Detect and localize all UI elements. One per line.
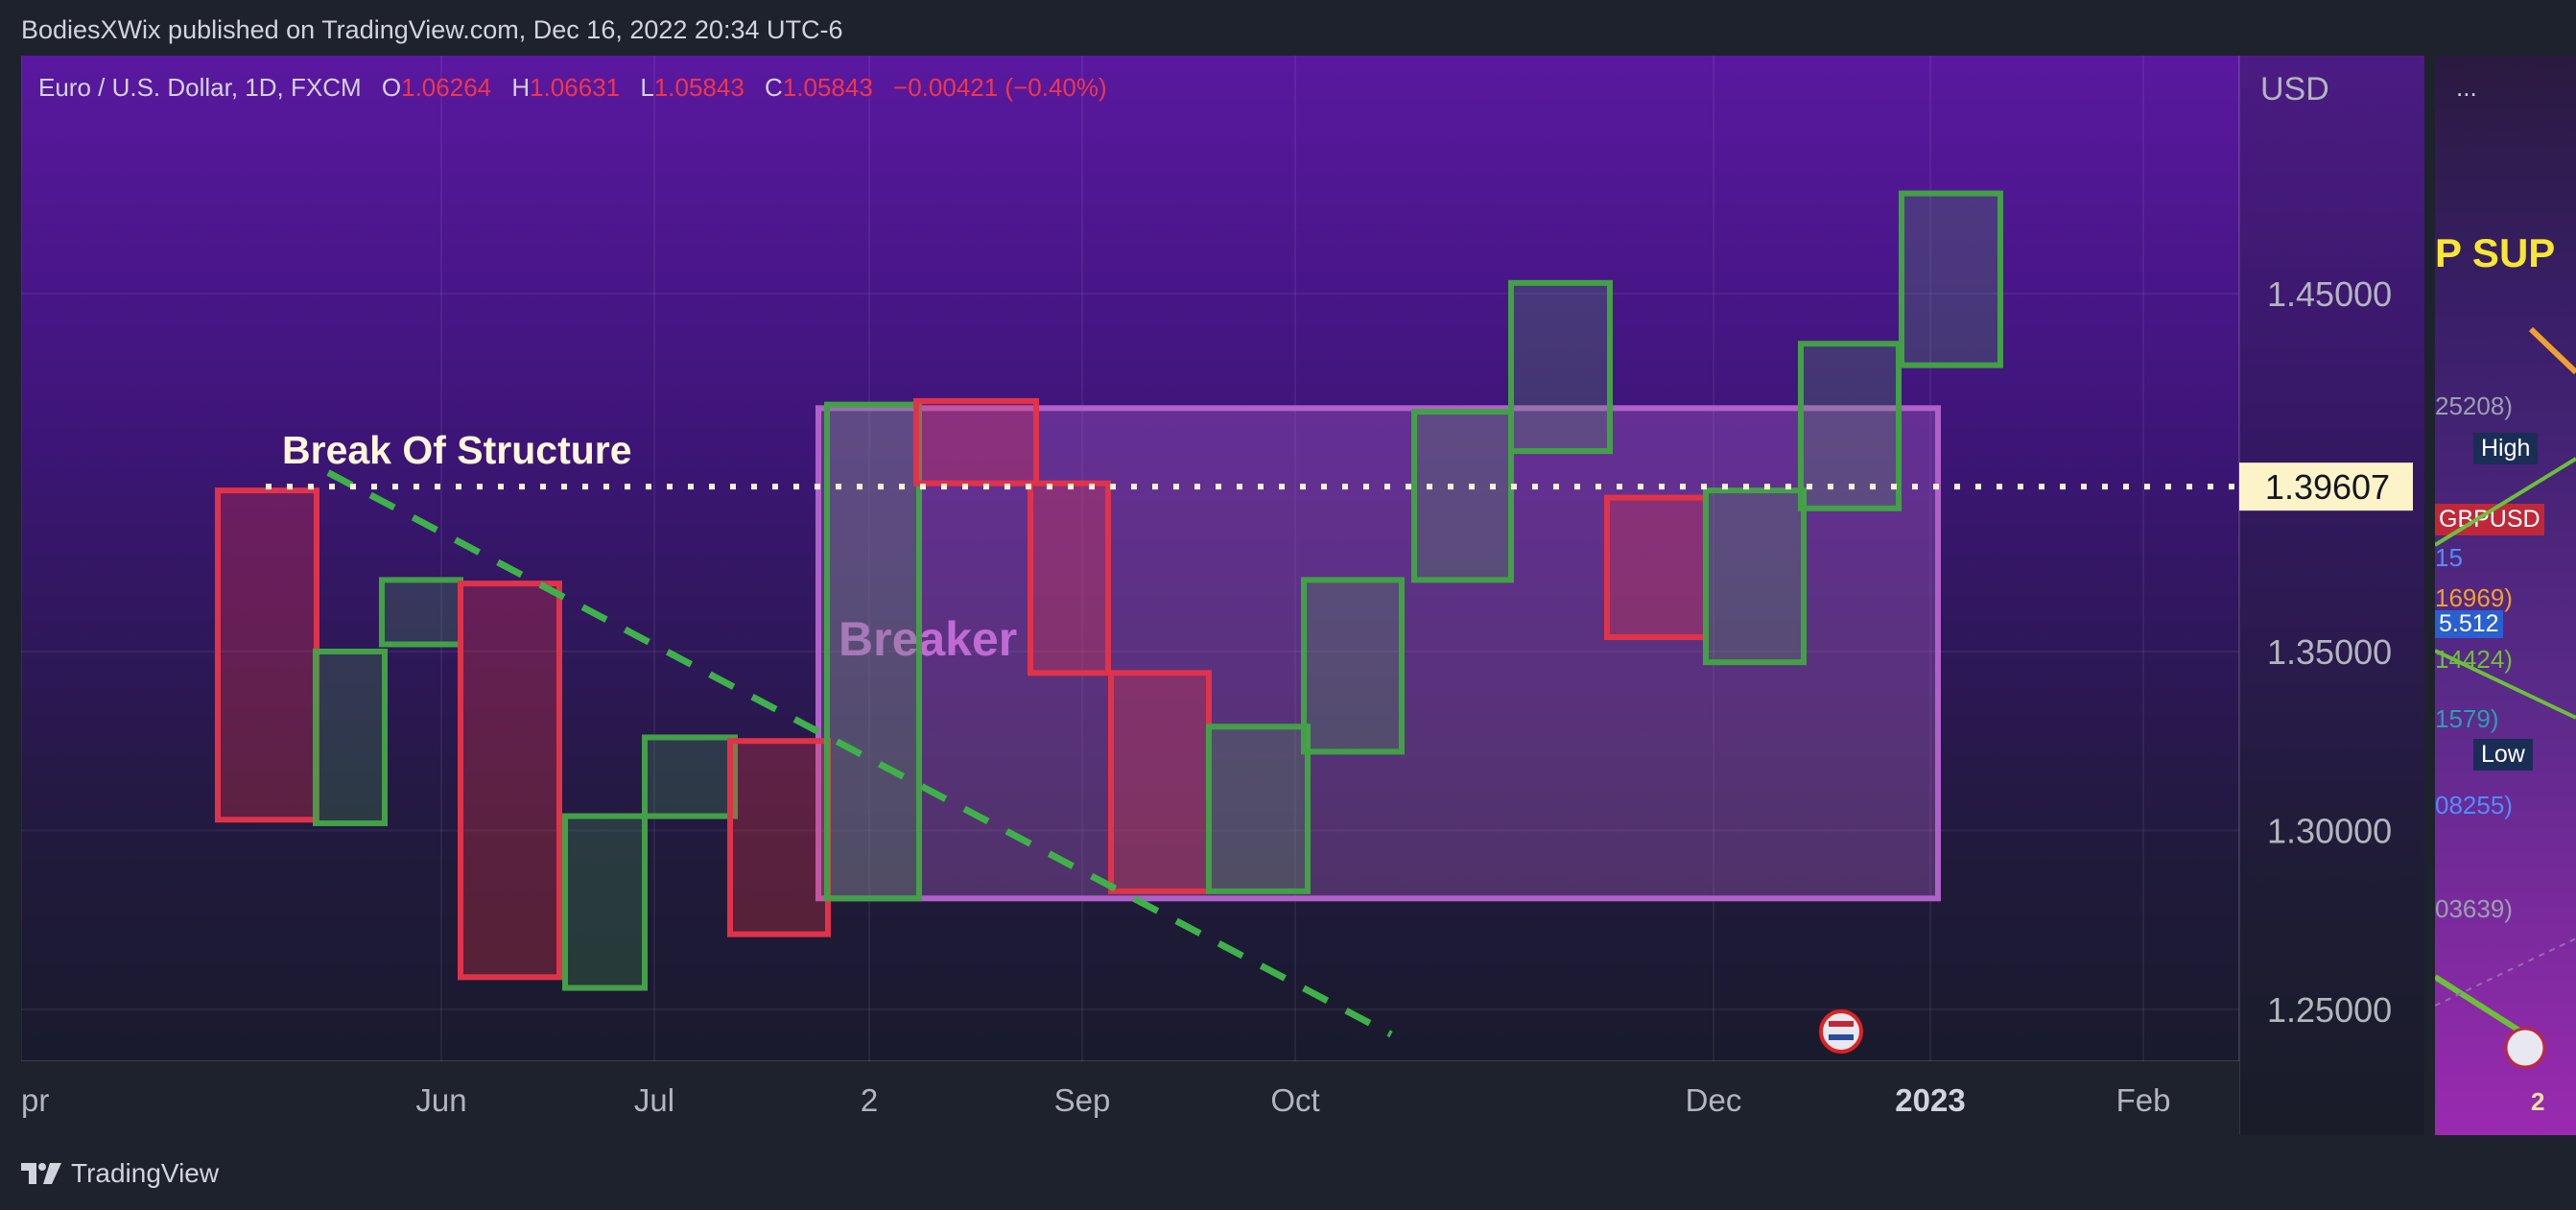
x-tick-label: Jun	[415, 1082, 466, 1118]
grid	[21, 56, 2424, 1135]
candle	[562, 813, 648, 991]
tradingview-brand[interactable]: TradingView	[21, 1158, 219, 1189]
side-panel-low-badge: Low	[2473, 739, 2533, 771]
chart-svg[interactable]: Breaker Break Of Structure 1.39607 1.2500…	[21, 56, 2424, 1135]
footer-brand-label: TradingView	[71, 1158, 220, 1188]
currency-label: USD	[2260, 71, 2329, 107]
side-panel-value: 25208)	[2435, 391, 2513, 420]
candle	[1508, 279, 1613, 455]
breaker-label: Breaker	[839, 612, 1017, 666]
candle	[727, 738, 831, 937]
overlay-layer: Break Of Structure 1.39607	[266, 428, 2413, 1054]
candle-layer	[215, 190, 2003, 991]
x-axis-band	[21, 1061, 2239, 1135]
candle	[313, 648, 388, 826]
candle	[379, 577, 463, 648]
candle	[1703, 487, 1807, 666]
tradingview-logo-icon	[21, 1163, 61, 1184]
side-panel-value: 15	[2435, 543, 2463, 572]
us-flag-icon-stripe	[1829, 1021, 1854, 1027]
us-flag-icon	[1819, 1009, 1863, 1054]
candle	[642, 734, 738, 819]
side-panel-value: 03639)	[2435, 894, 2513, 923]
break-of-structure-label: Break Of Structure	[282, 428, 632, 472]
adjacent-chart-panel[interactable]: ... P SUP 25208) High GBPUSD 15 16969) 5…	[2435, 56, 2576, 1135]
low-label: L	[640, 73, 654, 102]
side-panel-value: 1579)	[2435, 704, 2499, 733]
y-tick-label: 1.30000	[2267, 811, 2392, 850]
x-tick-label: 2	[861, 1082, 878, 1118]
candle	[1604, 494, 1709, 641]
candle	[913, 397, 1039, 486]
side-panel-title: P SUP	[2435, 230, 2556, 275]
x-tick-label: Feb	[2116, 1082, 2171, 1118]
x-tick-label: Oct	[1270, 1082, 1319, 1118]
side-panel-menu[interactable]: ...	[2456, 73, 2477, 102]
y-tick-label: 1.45000	[2267, 274, 2392, 314]
x-tick-label: Sep	[1054, 1082, 1111, 1118]
candle	[1028, 480, 1111, 676]
x-tick-label: pr	[21, 1082, 49, 1118]
candle	[1411, 409, 1514, 583]
candle	[1798, 341, 1902, 511]
candle	[1108, 670, 1212, 894]
side-panel-value: 08255)	[2435, 791, 2513, 819]
price-badge-label: 1.39607	[2265, 467, 2390, 507]
y-tick-label: 1.35000	[2267, 632, 2392, 672]
axis-layer: 1.25000 1.30000 1.35000 1.45000 USD pr Jun Jul 2…	[21, 71, 2392, 1118]
y-tick-label: 1.25000	[2267, 990, 2392, 1030]
chart-background	[21, 56, 2424, 1135]
change-value: −0.00421 (−0.40%)	[893, 73, 1107, 102]
published-line: BodiesXWix published on TradingView.com,…	[21, 15, 843, 44]
symbol-name: Euro / U.S. Dollar, 1D, FXCM	[38, 73, 362, 102]
side-panel-lines	[2435, 326, 2576, 1069]
price-badge	[2239, 463, 2413, 511]
candle	[1899, 190, 2003, 368]
open-value: 1.06264	[401, 73, 492, 102]
close-label: C	[765, 73, 783, 102]
close-value: 1.05843	[782, 73, 873, 102]
open-label: O	[381, 73, 402, 102]
side-panel-value: 16969)	[2435, 583, 2513, 612]
x-tick-label: Jul	[634, 1082, 674, 1118]
high-label: H	[511, 73, 531, 102]
y-axis-band	[2239, 56, 2424, 1135]
x-tick-label: 2023	[1895, 1082, 1965, 1118]
high-value: 1.06631	[530, 73, 621, 102]
side-panel-high-badge: High	[2473, 433, 2539, 464]
candle	[824, 401, 922, 902]
side-panel-axis-label: 2	[2531, 1087, 2545, 1116]
candle	[458, 581, 562, 981]
trendline	[326, 469, 1393, 1038]
candle	[1301, 577, 1405, 755]
x-tick-label: Dec	[1686, 1082, 1742, 1118]
side-panel-value: 5.512	[2435, 610, 2503, 638]
candle	[215, 487, 319, 823]
chart-frame[interactable]: Breaker Break Of Structure 1.39607 1.2500…	[21, 56, 2424, 1135]
us-flag-icon-stripe	[1829, 1034, 1854, 1040]
candle	[1206, 724, 1311, 894]
symbol-legend: Euro / U.S. Dollar, 1D, FXCM O1.06264 H1…	[38, 73, 1107, 103]
low-value: 1.05843	[653, 73, 744, 102]
